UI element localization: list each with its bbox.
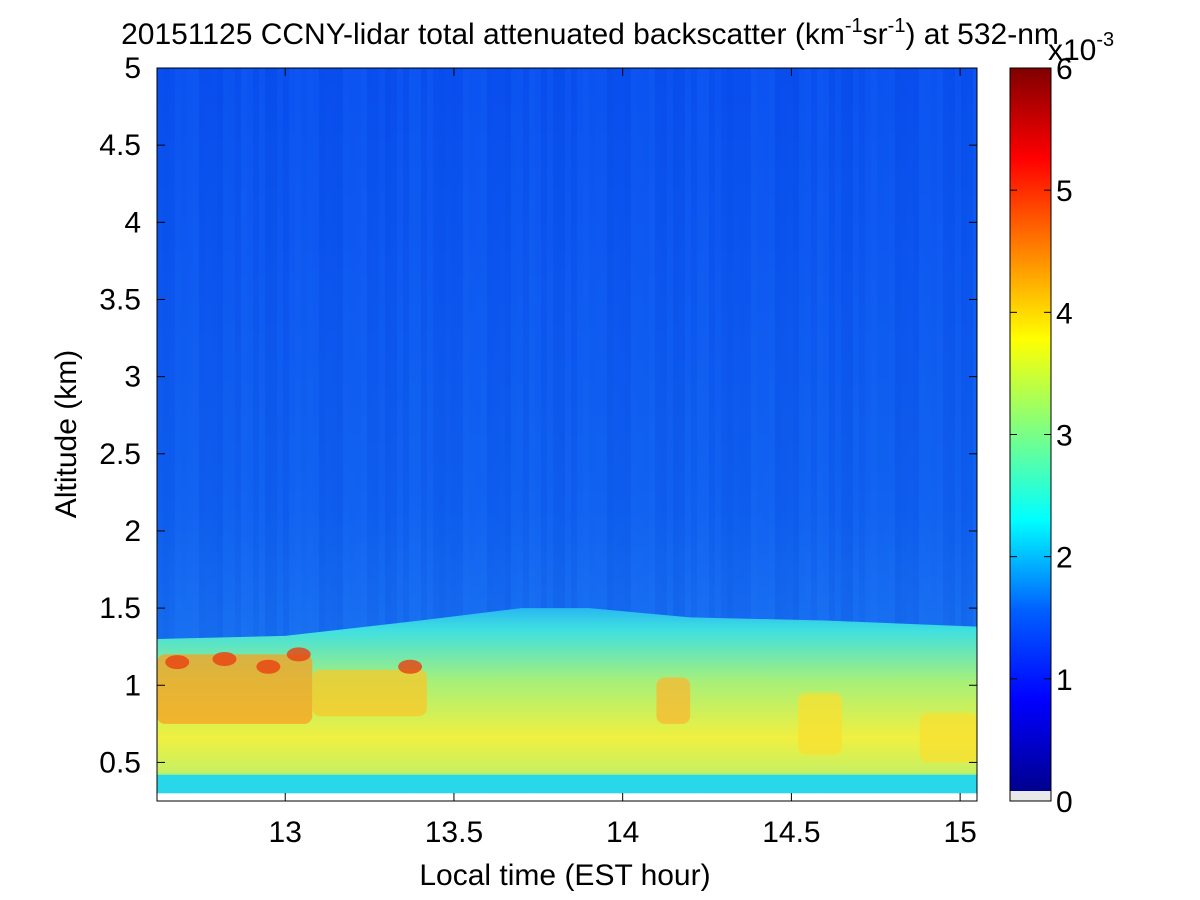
colorbar-scale-label: x10-3 [1048,29,1114,67]
y-tick-label: 4 [124,206,141,239]
aerosol-patches [157,647,977,763]
surface-strip [157,774,977,794]
y-tick-label: 1.5 [99,592,141,625]
y-tick-label: 4.5 [99,129,141,162]
x-axis-ticks: 13 13.5 14 14.5 15 [269,68,977,849]
aerosol-patch [919,713,977,763]
background-stripes [157,68,977,801]
aerosol-patch [656,677,691,724]
y-tick-label: 1 [124,669,141,702]
y-tick-label: 3 [124,361,141,394]
no-data-region [157,793,977,801]
x-tick-label: 13.5 [425,816,483,849]
colorbar-tick-label: 1 [1056,664,1073,697]
x-tick-label: 13 [269,816,302,849]
y-tick-label: 3.5 [99,283,141,316]
colorbar-tick-label: 2 [1056,542,1073,575]
aerosol-patch [312,669,427,717]
chart-title: 20151125 CCNY-lidar total attenuated bac… [121,15,1059,51]
aerosol-peak [256,659,281,674]
aerosol-peak [165,655,190,670]
backscatter-heatmap [157,68,977,801]
aerosol-patch [798,692,843,755]
x-tick-label: 15 [943,816,976,849]
boundary-layer [157,608,977,794]
y-axis-label: Altitude (km) [50,350,83,518]
colorbar: 0 1 2 3 4 5 6 x10-3 [1009,29,1114,819]
aerosol-peak [398,659,423,674]
colorbar-tick-label: 6 [1056,53,1073,86]
y-tick-label: 0.5 [99,746,141,779]
y-tick-label: 5 [124,52,141,85]
aerosol-peak [212,652,237,667]
plot-axes [156,67,978,802]
aerosol-peak [286,647,311,662]
y-tick-label: 2.5 [99,438,141,471]
colorbar-tick-label: 0 [1056,786,1073,819]
colorbar-tick-label: 3 [1056,420,1073,453]
y-axis-ticks: 0.5 1 1.5 2 2.5 3 3.5 4 4.5 5 [99,52,977,779]
colorbar-ticks: 0 1 2 3 4 5 6 [1010,53,1073,819]
colorbar-tick-label: 4 [1056,297,1073,330]
x-tick-label: 14 [606,816,639,849]
colorbar-tick-label: 5 [1056,175,1073,208]
x-axis-label: Local time (EST hour) [419,859,710,892]
y-tick-label: 2 [124,515,141,548]
x-tick-label: 14.5 [762,816,820,849]
